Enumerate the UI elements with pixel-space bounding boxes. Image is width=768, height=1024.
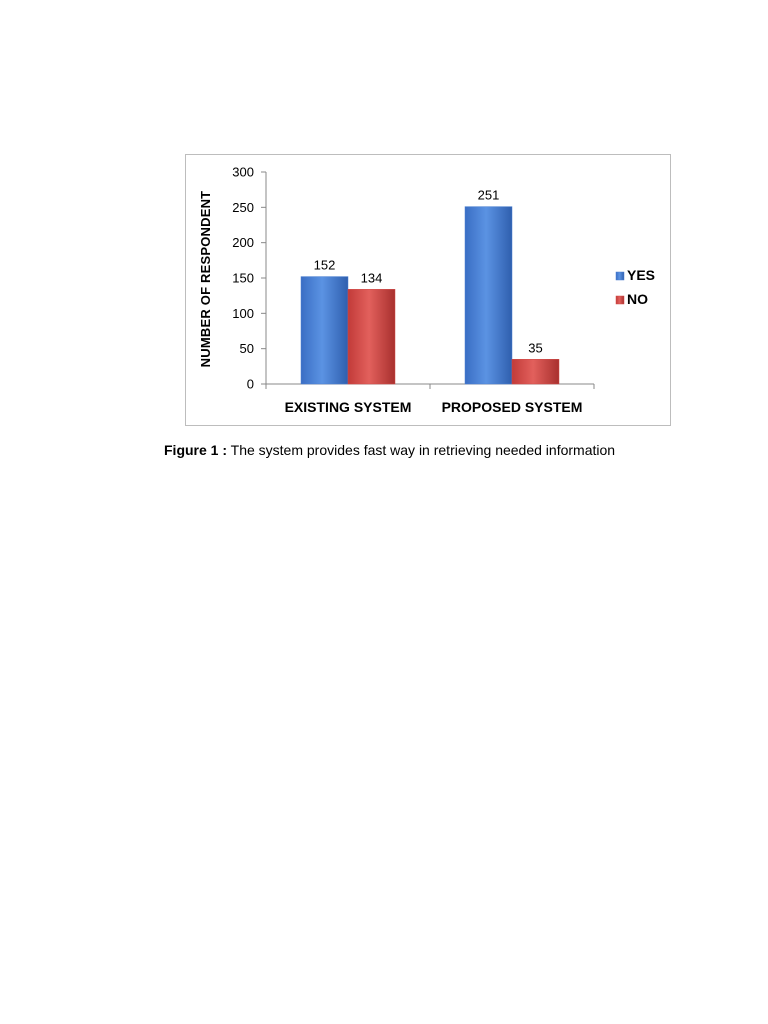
bar-no (347, 289, 396, 385)
bar-no (511, 359, 560, 385)
data-label: 134 (361, 270, 383, 285)
legend-label-no: NO (627, 291, 648, 307)
y-tick-label: 200 (232, 235, 254, 250)
bar-yes (300, 276, 349, 385)
y-tick-label: 150 (232, 271, 254, 286)
bar-chart: 0 50 100 150 200 250 300 152 134 EXISTING SYSTEM 2… (198, 165, 655, 416)
category-label: EXISTING SYSTEM (285, 399, 412, 415)
legend-label-yes: YES (627, 267, 655, 283)
figure-caption: Figure 1 : The system provides fast way … (164, 442, 615, 458)
y-tick-label: 300 (232, 165, 254, 180)
chart-container: 0 50 100 150 200 250 300 152 134 EXISTING SYSTEM 2… (185, 154, 671, 426)
legend-swatch-yes (615, 271, 625, 281)
y-tick-label: 0 (247, 377, 254, 392)
legend: YES NO (615, 267, 655, 307)
figure-caption-text: The system provides fast way in retrievi… (230, 442, 616, 458)
data-label: 251 (478, 188, 500, 203)
y-tick-label: 250 (232, 200, 254, 215)
category-label: PROPOSED SYSTEM (442, 399, 583, 415)
labels: 0 50 100 150 200 250 300 152 134 EXISTING SYSTEM 2… (232, 165, 582, 416)
legend-swatch-no (615, 295, 625, 305)
data-label: 152 (314, 258, 336, 273)
y-tick-label: 50 (240, 341, 254, 356)
y-axis-title: NUMBER OF RESPONDENT (198, 191, 213, 368)
bars (300, 206, 560, 385)
y-tick-label: 100 (232, 306, 254, 321)
data-label: 35 (528, 340, 542, 355)
bar-yes (464, 206, 513, 385)
figure-label: Figure 1 : (164, 442, 228, 458)
